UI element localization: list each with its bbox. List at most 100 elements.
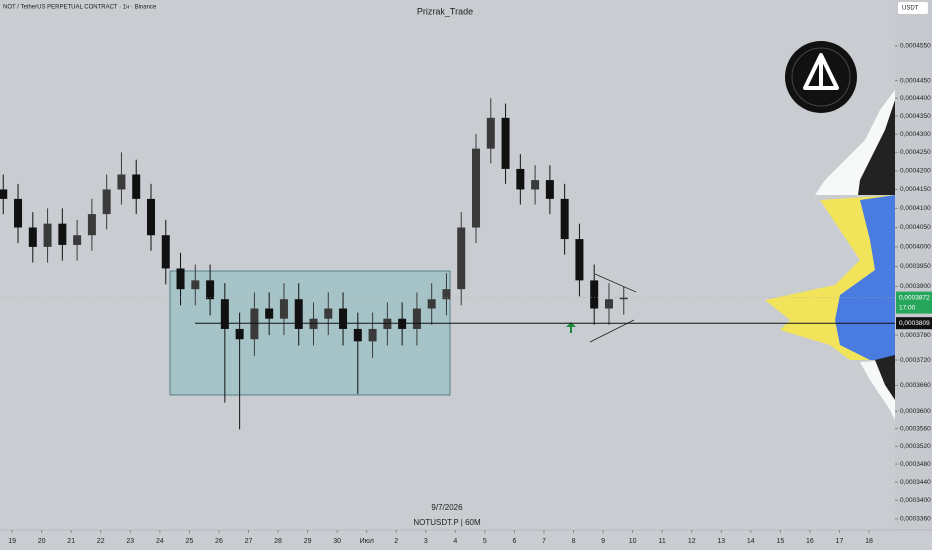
range-box (169, 270, 451, 396)
x-tick-label: 2 (394, 538, 398, 545)
x-tick-label: 4 (453, 538, 457, 545)
candle-body (102, 189, 111, 215)
candle-body (87, 214, 96, 236)
x-tick-label: 20 (38, 538, 46, 545)
price-axis-area (895, 0, 932, 530)
x-tick-label: 27 (245, 538, 253, 545)
y-tick-label: 0,0004050 (900, 224, 931, 231)
arrow-icon (566, 322, 576, 333)
candle-body (486, 117, 495, 149)
y-tick-label: 0,0003950 (900, 263, 931, 270)
current-price-label: 0,0003872 (899, 294, 930, 301)
x-tick-label: 17 (836, 538, 844, 545)
candle-body (279, 299, 288, 319)
candle-body (235, 328, 244, 340)
x-tick-label: 13 (717, 538, 725, 545)
candle-body (191, 280, 200, 290)
date: 9/7/2026 (431, 503, 463, 512)
x-tick-label: 3 (424, 538, 428, 545)
y-tick-label: 0,0003780 (900, 332, 931, 339)
candle-body (161, 235, 170, 269)
x-tick-label: 22 (97, 538, 105, 545)
candle-body (0, 189, 8, 199)
y-tick-label: 0,0003900 (900, 283, 931, 290)
candle-body (604, 299, 613, 309)
current-price-badge (896, 291, 932, 314)
x-tick-label: 8 (572, 538, 576, 545)
y-tick-label: 0,0003480 (900, 461, 931, 468)
candle-body (176, 268, 185, 290)
x-tick-label: 12 (688, 538, 696, 545)
symbol-title: NOT / TetherUS PERPETUAL CONTRACT · 1ч ·… (3, 5, 157, 11)
candle-body (339, 308, 348, 329)
x-tick-label: 11 (659, 538, 666, 545)
currency-badge (898, 2, 928, 14)
candle-body (220, 299, 229, 329)
candle-body (412, 308, 421, 329)
candle-body (117, 174, 126, 190)
candle-body (619, 297, 628, 300)
y-tick-label: 0,0003720 (900, 357, 931, 364)
y-tick-label: 0,0003400 (900, 497, 931, 504)
y-tick-label: 0,0004000 (900, 244, 931, 251)
x-tick-label: 6 (512, 538, 516, 545)
x-tick-label: 7 (542, 538, 546, 545)
candle-body (501, 117, 510, 169)
y-tick-label: 0,0003440 (900, 479, 931, 486)
x-tick-label: 9 (601, 538, 605, 545)
x-tick-label: 15 (776, 538, 784, 545)
candle-body (14, 198, 23, 228)
candle-body (398, 318, 407, 329)
candle-body (294, 299, 303, 329)
candle-body (442, 289, 451, 300)
logo (785, 41, 857, 113)
candle-body (309, 318, 318, 329)
candle-body (545, 180, 554, 199)
level-badge (896, 317, 932, 330)
y-tick-label: 0,0004300 (900, 131, 931, 138)
candle-body (516, 168, 525, 190)
candle-body (560, 198, 569, 240)
candle-body (383, 318, 392, 329)
y-tick-label: 0,0003360 (900, 516, 931, 523)
y-tick-label: 0,0004100 (900, 205, 931, 212)
candle-body (28, 227, 37, 247)
y-tick-label: 0,0004350 (900, 113, 931, 120)
candle-body (353, 328, 362, 342)
x-tick-label: 26 (215, 538, 223, 545)
ticker: NOTUSDT.P | 60M (413, 518, 481, 527)
candle-body (250, 308, 259, 340)
candle-body (206, 280, 215, 300)
x-tick-label: 21 (67, 538, 75, 545)
x-tick-label: 19 (8, 538, 16, 545)
y-tick-label: 0,0004200 (900, 167, 931, 174)
y-tick-label: 0,0003600 (900, 408, 931, 415)
candle-body (132, 174, 141, 199)
candle-body (368, 328, 377, 342)
candle-body (43, 223, 52, 247)
candle-body (73, 235, 82, 245)
x-tick-label: 28 (274, 538, 282, 545)
x-tick-label: 25 (186, 538, 194, 545)
current-time-label: 17:00 (899, 304, 916, 311)
currency: USDT (902, 6, 919, 12)
y-tick-label: 0,0004250 (900, 149, 931, 156)
x-tick-label: 18 (865, 538, 873, 545)
y-tick-label: 0,0004400 (900, 95, 931, 102)
candle-body (457, 227, 466, 290)
candle-body (531, 180, 540, 190)
x-tick-label: 23 (126, 538, 134, 545)
y-tick-label: 0,0004450 (900, 77, 931, 84)
volume-profile (765, 90, 895, 420)
candle-body (58, 223, 67, 245)
y-tick-label: 0,0003660 (900, 382, 931, 389)
y-tick-label: 0,0003560 (900, 425, 931, 432)
y-tick-label: 0,0004150 (900, 186, 931, 193)
y-tick-label: 0,0004550 (900, 43, 931, 50)
x-tick-label: 30 (333, 538, 341, 545)
candle-body (590, 280, 599, 309)
x-tick-label: 29 (304, 538, 312, 545)
author: Prizrak_Trade (417, 6, 473, 16)
